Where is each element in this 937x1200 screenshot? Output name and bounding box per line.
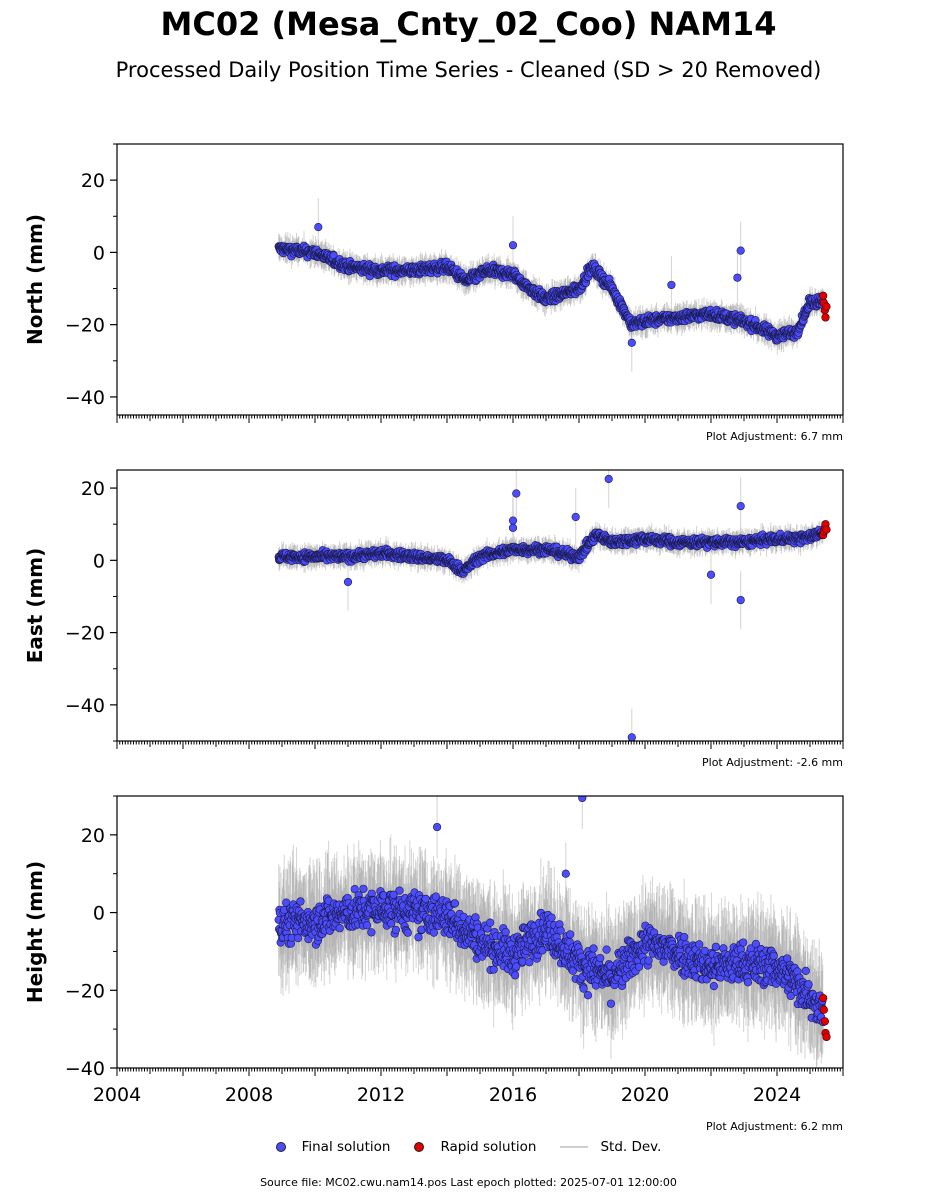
plot-area	[274, 470, 831, 741]
rapid-solution-points	[819, 291, 831, 322]
y-axis-label: North (mm)	[23, 214, 47, 345]
y-tick-label: 0	[93, 242, 105, 264]
y-tick-label: −20	[65, 315, 105, 337]
y-tick-label: −40	[65, 387, 105, 409]
final-point-outlier	[508, 241, 518, 250]
chart-subtitle: Processed Daily Position Time Series - C…	[115, 58, 822, 82]
final-solution-points	[274, 474, 828, 741]
chart-title: MC02 (Mesa_Cnty_02_Coo) NAM14	[160, 5, 777, 43]
final-point-outlier	[627, 338, 636, 347]
final-point-outlier	[667, 280, 676, 290]
final-point-outlier	[314, 223, 323, 232]
plot-area	[274, 198, 831, 372]
rapid-point	[822, 302, 831, 311]
final-solution-points	[274, 223, 828, 347]
rapid-point	[819, 291, 828, 300]
std-dev-bars	[278, 470, 824, 741]
final-point-outlier	[736, 246, 745, 255]
std-dev-bars	[278, 198, 824, 372]
rapid-point	[821, 313, 830, 322]
plot-adjustment-note: Plot Adjustment: 6.7 mm	[706, 430, 843, 443]
final-point-outlier	[733, 273, 742, 282]
panel-1: −40 −20 0 20 North (mm) Plot Adjustment: 6.7 …	[23, 143, 844, 443]
y-tick-label: 20	[81, 170, 105, 192]
